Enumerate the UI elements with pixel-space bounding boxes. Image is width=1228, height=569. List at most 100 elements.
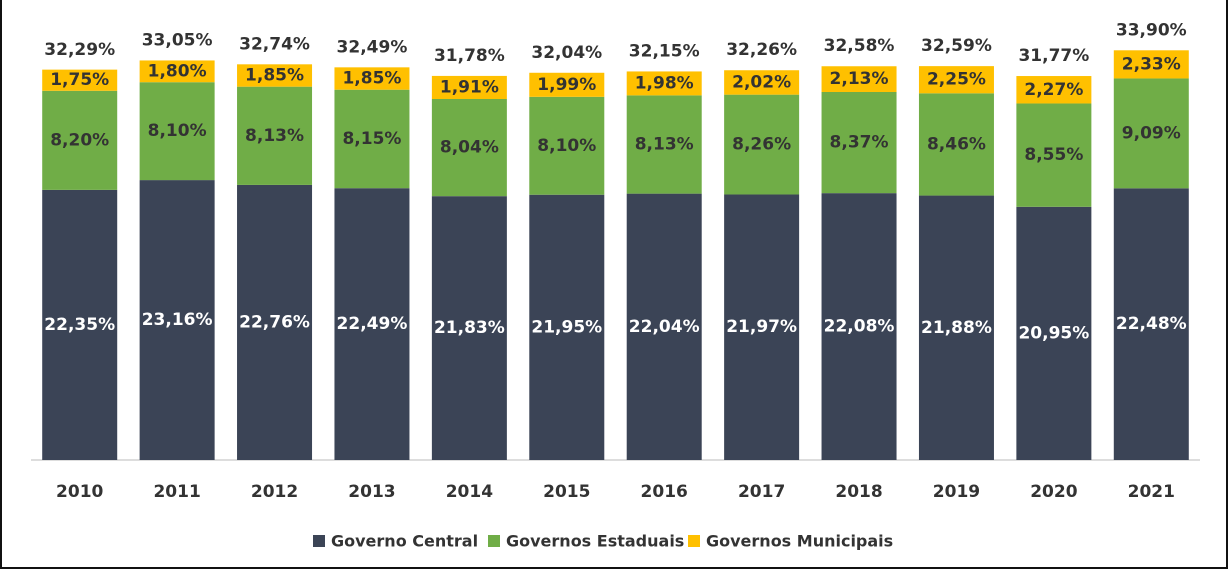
bar-segment — [626, 95, 702, 194]
bar-segment — [1113, 50, 1189, 79]
data-label: 1,99% — [537, 75, 596, 95]
legend-label: Governos Estaduais — [506, 532, 684, 551]
data-label: 22,76% — [239, 312, 310, 332]
total-label: 32,26% — [726, 40, 797, 60]
data-label: 2,33% — [1122, 54, 1181, 74]
data-label: 8,04% — [440, 138, 499, 158]
data-label: 21,95% — [531, 317, 602, 337]
bar-segment — [237, 64, 313, 87]
bar-segment — [821, 91, 897, 194]
bar-segment — [1016, 103, 1092, 207]
bar-segment — [821, 193, 897, 460]
data-label: 8,10% — [537, 136, 596, 156]
bar-segment — [42, 189, 118, 461]
data-label: 21,83% — [434, 318, 505, 338]
total-label: 32,74% — [239, 34, 310, 54]
bar-segment — [626, 193, 702, 460]
bar-segment — [431, 75, 507, 99]
legend-swatch — [313, 535, 325, 547]
bar-segment — [724, 194, 800, 460]
bar-segment — [334, 188, 410, 460]
x-tick-label: 2015 — [543, 482, 590, 502]
total-label: 32,29% — [44, 40, 115, 60]
data-label: 22,48% — [1116, 314, 1187, 334]
bar-segment — [334, 67, 410, 90]
x-tick-label: 2018 — [835, 482, 882, 502]
data-label: 2,13% — [830, 69, 889, 89]
legend-swatch — [688, 535, 700, 547]
legend-label: Governo Central — [331, 532, 478, 551]
total-label: 32,49% — [337, 37, 408, 57]
bar-segment — [529, 96, 605, 195]
data-label: 8,55% — [1024, 145, 1083, 165]
data-label: 9,09% — [1122, 123, 1181, 143]
data-label: 21,97% — [726, 317, 797, 337]
data-label: 22,35% — [44, 315, 115, 335]
data-label: 8,26% — [732, 135, 791, 155]
data-label: 8,13% — [635, 135, 694, 155]
bar-segment — [918, 66, 994, 94]
data-label: 8,10% — [148, 121, 207, 141]
data-label: 22,04% — [629, 317, 700, 337]
bar-segment — [1113, 188, 1189, 460]
legend-swatch — [488, 535, 500, 547]
total-label: 32,58% — [824, 36, 895, 56]
data-label: 1,98% — [635, 73, 694, 93]
bar-segment — [1113, 78, 1189, 189]
data-label: 2,25% — [927, 70, 986, 90]
data-label: 8,15% — [342, 129, 401, 149]
x-tick-label: 2020 — [1030, 482, 1077, 502]
x-tick-label: 2014 — [446, 482, 493, 502]
data-label: 2,27% — [1024, 80, 1083, 100]
bar-segment — [139, 60, 215, 83]
bar-segment — [237, 86, 313, 185]
data-label: 1,91% — [440, 77, 499, 97]
data-label: 1,85% — [342, 69, 401, 89]
x-tick-label: 2010 — [56, 482, 103, 502]
data-label: 22,49% — [337, 314, 408, 334]
bar-segment — [821, 66, 897, 92]
total-label: 32,59% — [921, 36, 992, 56]
data-label: 1,75% — [50, 70, 109, 90]
data-label: 8,46% — [927, 134, 986, 154]
bar-segment — [139, 82, 215, 181]
total-label: 32,04% — [531, 43, 602, 63]
x-tick-label: 2021 — [1128, 482, 1175, 502]
data-label: 22,08% — [824, 317, 895, 337]
data-label: 1,80% — [148, 61, 207, 81]
bar-segment — [139, 180, 215, 461]
bar-segment — [724, 94, 800, 195]
data-label: 23,16% — [142, 310, 213, 330]
bar-segment — [237, 184, 313, 460]
bar-segment — [918, 195, 994, 460]
x-tick-label: 2012 — [251, 482, 298, 502]
data-label: 2,02% — [732, 72, 791, 92]
x-tick-label: 2019 — [933, 482, 980, 502]
data-label: 20,95% — [1018, 323, 1089, 343]
total-label: 33,90% — [1116, 20, 1187, 40]
x-tick-label: 2013 — [348, 482, 395, 502]
total-label: 33,05% — [142, 31, 213, 51]
x-tick-label: 2017 — [738, 482, 785, 502]
bar-segment — [529, 72, 605, 97]
data-label: 8,13% — [245, 126, 304, 146]
bar-segment — [918, 93, 994, 196]
data-label: 1,85% — [245, 65, 304, 85]
data-label: 8,20% — [50, 130, 109, 150]
bar-segment — [431, 196, 507, 460]
bar-segment — [334, 89, 410, 189]
bar-segment — [42, 69, 118, 91]
total-label: 31,78% — [434, 46, 505, 66]
total-label: 31,77% — [1018, 46, 1089, 66]
bar-segment — [431, 98, 507, 197]
x-tick-label: 2011 — [153, 482, 200, 502]
x-tick-label: 2016 — [641, 482, 688, 502]
total-label: 32,15% — [629, 41, 700, 61]
bar-segment — [42, 90, 118, 190]
data-label: 21,88% — [921, 318, 992, 338]
bar-segment — [529, 194, 605, 460]
bar-segment — [1016, 206, 1092, 460]
